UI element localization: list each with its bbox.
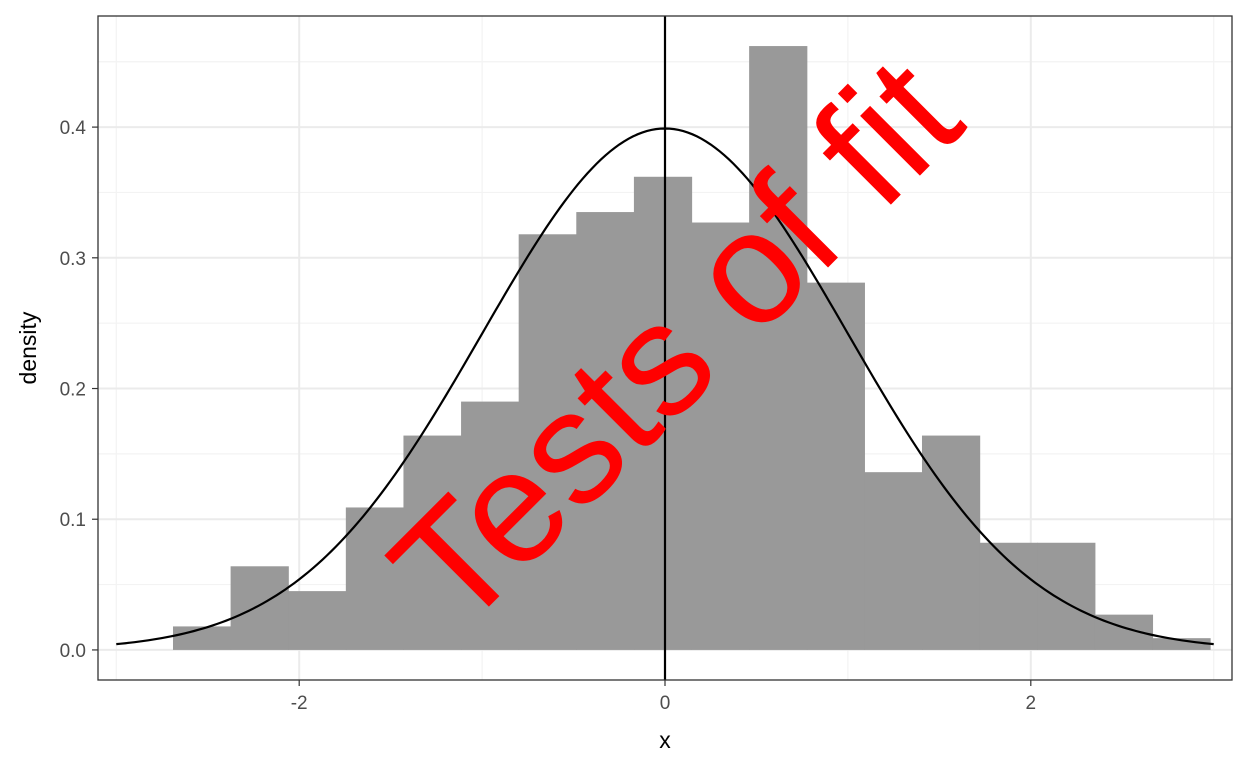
- histogram-bar: [806, 282, 865, 650]
- x-tick-label: -2: [291, 693, 308, 714]
- histogram-bar: [518, 234, 577, 650]
- x-tick-label: 2: [1026, 693, 1037, 714]
- x-axis-title: x: [659, 727, 671, 753]
- histogram-bar: [633, 176, 693, 650]
- histogram-bar: [864, 472, 923, 650]
- y-tick-label: 0.1: [60, 510, 86, 531]
- histogram-bar: [230, 566, 289, 650]
- x-tick-label: 0: [660, 693, 671, 714]
- y-tick-label: 0.3: [60, 249, 86, 270]
- histogram-bar: [461, 401, 520, 650]
- y-tick-label: 0.0: [60, 641, 86, 662]
- histogram-bar: [1152, 638, 1211, 650]
- y-axis-title: density: [15, 311, 41, 384]
- histogram-bar: [749, 46, 808, 650]
- histogram-bar: [403, 435, 462, 650]
- y-tick-label: 0.2: [60, 380, 86, 401]
- histogram-bar: [288, 591, 347, 650]
- y-axis: 0.0 0.1 0.2 0.3 0.4: [60, 118, 98, 662]
- x-axis: -2 0 2: [291, 680, 1036, 714]
- histogram-bars: [172, 46, 1211, 650]
- histogram-bar: [691, 222, 750, 650]
- histogram-bar: [1037, 542, 1096, 650]
- histogram-bar: [979, 542, 1038, 650]
- y-tick-label: 0.4: [60, 118, 87, 139]
- histogram-bar: [172, 626, 232, 650]
- histogram-bar: [576, 212, 635, 650]
- histogram-bar: [345, 507, 405, 650]
